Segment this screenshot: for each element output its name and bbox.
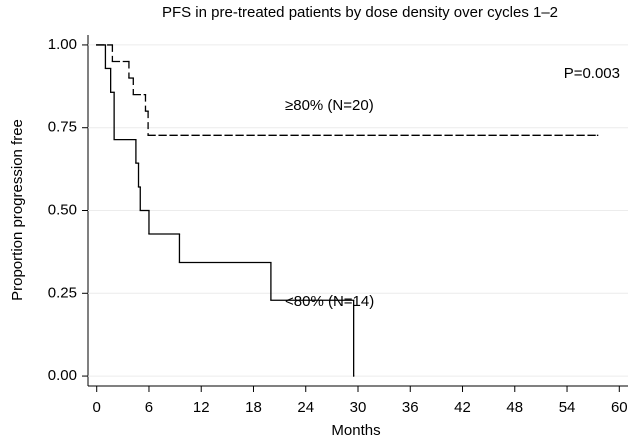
annotation: P=0.003 [564,65,620,82]
x-tick-label: 36 [402,399,419,416]
x-tick-label: 54 [559,399,576,416]
y-tick-label: 1.00 [48,36,77,53]
x-tick-label: 12 [193,399,210,416]
x-tick-label: 60 [611,399,628,416]
y-tick-label: 0.25 [48,284,77,301]
chart-title: PFS in pre-treated patients by dose dens… [162,4,558,21]
y-tick-label: 0.75 [48,119,77,136]
x-tick-label: 18 [245,399,262,416]
y-tick-label: 0.50 [48,201,77,218]
x-tick-label: 42 [454,399,471,416]
series-label: ≥80% (N=20) [285,97,374,114]
y-axis-label: Proportion progression free [9,119,26,301]
x-tick-label: 0 [93,399,101,416]
x-axis-label: Months [331,422,380,439]
x-tick-label: 48 [506,399,523,416]
series-label: <80% (N=14) [285,293,374,310]
x-tick-label: 24 [297,399,314,416]
y-tick-label: 0.00 [48,367,77,384]
x-tick-label: 30 [350,399,367,416]
x-tick-label: 6 [145,399,153,416]
